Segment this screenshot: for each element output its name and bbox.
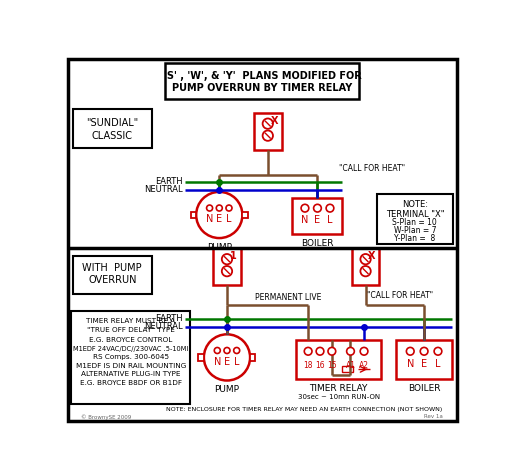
Text: L: L	[327, 216, 333, 226]
Text: TIMER RELAY MUST BE A: TIMER RELAY MUST BE A	[86, 318, 175, 324]
Text: TERMINAL "X": TERMINAL "X"	[386, 210, 444, 218]
Text: L: L	[226, 214, 232, 224]
Circle shape	[304, 347, 312, 355]
Circle shape	[328, 347, 336, 355]
Circle shape	[224, 347, 230, 354]
Text: BOILER: BOILER	[408, 384, 440, 393]
Text: E: E	[421, 359, 427, 369]
Circle shape	[360, 266, 371, 277]
Text: E.G. BROYCE CONTROL: E.G. BROYCE CONTROL	[89, 337, 173, 343]
Text: M1EDF 24VAC/DC//230VAC .5-10MI: M1EDF 24VAC/DC//230VAC .5-10MI	[73, 346, 188, 352]
Text: EARTH: EARTH	[155, 178, 182, 187]
Text: PUMP: PUMP	[215, 385, 240, 394]
Circle shape	[434, 347, 442, 355]
Text: N: N	[214, 357, 221, 367]
Bar	[292, 198, 343, 234]
Bar	[296, 340, 381, 379]
Bar	[73, 109, 152, 148]
Circle shape	[204, 334, 250, 380]
Text: OVERRUN: OVERRUN	[88, 276, 137, 286]
Text: ALTERNATIVE PLUG-IN TYPE: ALTERNATIVE PLUG-IN TYPE	[81, 371, 181, 377]
Circle shape	[222, 254, 232, 264]
Text: "CALL FOR HEAT": "CALL FOR HEAT"	[367, 291, 433, 300]
Text: RS Comps. 300-6045: RS Comps. 300-6045	[93, 355, 169, 360]
Text: 'S' , 'W', & 'Y'  PLANS MODIFIED FOR: 'S' , 'W', & 'Y' PLANS MODIFIED FOR	[163, 70, 361, 80]
Circle shape	[420, 347, 428, 355]
Text: X: X	[270, 116, 278, 126]
Circle shape	[233, 347, 240, 354]
Text: Y-Plan =  8: Y-Plan = 8	[394, 234, 436, 243]
Text: N: N	[206, 214, 214, 224]
Circle shape	[316, 347, 324, 355]
Bar	[73, 256, 152, 294]
Text: E: E	[314, 216, 321, 226]
Text: 1: 1	[230, 251, 237, 261]
Text: CLASSIC: CLASSIC	[92, 130, 133, 141]
Text: WITH  PUMP: WITH PUMP	[82, 263, 142, 273]
Text: NEUTRAL: NEUTRAL	[144, 185, 182, 194]
Text: "SUNDIAL": "SUNDIAL"	[86, 119, 138, 129]
Circle shape	[314, 204, 322, 212]
Bar	[191, 211, 196, 218]
Text: 16: 16	[315, 361, 325, 370]
Circle shape	[360, 254, 371, 264]
Circle shape	[206, 205, 212, 211]
Text: TIMER RELAY: TIMER RELAY	[309, 384, 368, 393]
Text: Rev 1a: Rev 1a	[424, 414, 442, 419]
Bar	[377, 194, 453, 244]
Circle shape	[360, 347, 368, 355]
Circle shape	[263, 130, 273, 141]
Text: L: L	[435, 359, 441, 369]
Text: 18: 18	[304, 361, 313, 370]
Bar	[352, 248, 379, 285]
Text: 30sec ~ 10mn RUN-ON: 30sec ~ 10mn RUN-ON	[297, 394, 380, 400]
Circle shape	[301, 204, 309, 212]
Text: E.G. BROYCE B8DF OR B1DF: E.G. BROYCE B8DF OR B1DF	[80, 380, 182, 386]
Text: PUMP: PUMP	[207, 243, 232, 252]
Text: BOILER: BOILER	[301, 239, 334, 248]
Text: S-Plan = 10: S-Plan = 10	[393, 218, 437, 227]
Text: E: E	[216, 214, 222, 224]
Circle shape	[222, 266, 232, 277]
Bar	[250, 354, 255, 361]
Bar	[165, 63, 359, 99]
Circle shape	[407, 347, 414, 355]
Bar	[254, 112, 282, 149]
Text: PUMP OVERRUN BY TIMER RELAY: PUMP OVERRUN BY TIMER RELAY	[172, 83, 353, 93]
Text: NOTE: ENCLOSURE FOR TIMER RELAY MAY NEED AN EARTH CONNECTION (NOT SHOWN): NOTE: ENCLOSURE FOR TIMER RELAY MAY NEED…	[166, 407, 442, 412]
Bar	[199, 354, 204, 361]
Text: E: E	[224, 357, 230, 367]
Text: M1EDF IS DIN RAIL MOUNTING: M1EDF IS DIN RAIL MOUNTING	[76, 363, 186, 369]
Text: W-Plan = 7: W-Plan = 7	[394, 226, 436, 235]
Text: EARTH: EARTH	[155, 315, 182, 323]
Circle shape	[196, 192, 242, 238]
Bar	[72, 311, 190, 404]
Circle shape	[263, 119, 273, 129]
Bar	[242, 211, 248, 218]
Bar	[213, 248, 241, 285]
Text: N: N	[407, 359, 414, 369]
Text: X: X	[368, 251, 376, 261]
Bar	[342, 366, 353, 372]
Circle shape	[226, 205, 232, 211]
Bar	[396, 340, 452, 379]
Text: A1: A1	[346, 361, 355, 370]
Text: L: L	[234, 357, 240, 367]
Text: NEUTRAL: NEUTRAL	[144, 322, 182, 331]
Circle shape	[326, 204, 334, 212]
Text: "CALL FOR HEAT": "CALL FOR HEAT"	[338, 164, 405, 173]
Text: 15: 15	[327, 361, 337, 370]
Circle shape	[347, 347, 354, 355]
Text: A2: A2	[359, 361, 369, 370]
Circle shape	[215, 347, 220, 354]
Text: "TRUE OFF DELAY" TYPE: "TRUE OFF DELAY" TYPE	[87, 327, 175, 334]
Circle shape	[216, 205, 222, 211]
Text: © BrownySE 2009: © BrownySE 2009	[81, 414, 131, 419]
Text: PERMANENT LIVE: PERMANENT LIVE	[255, 293, 322, 302]
Text: N: N	[301, 216, 309, 226]
Text: NOTE:: NOTE:	[402, 200, 428, 209]
